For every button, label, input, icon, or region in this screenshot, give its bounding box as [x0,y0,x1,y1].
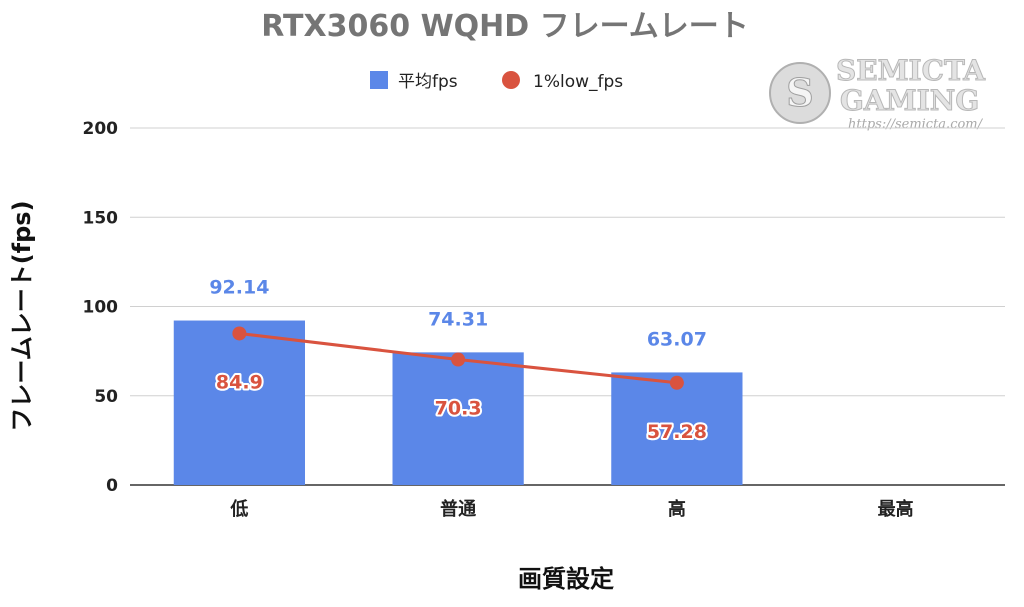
line-data-label: 57.28 [647,421,707,443]
watermark-line2: GAMING [840,84,979,117]
x-tick-label: 低 [229,498,248,520]
bar [392,352,524,485]
watermark: S SEMICTA GAMING https://semicta.com/ [769,54,987,132]
bar [611,372,743,485]
y-tick-label: 100 [83,298,119,318]
y-tick-label: 50 [94,387,118,407]
y-axis-title: フレームレート(fps) [8,200,36,431]
line-series [232,326,684,390]
legend-marker-low [502,71,520,89]
line-data-labels: 84.9 70.3 57.28 [214,369,709,444]
bar [173,320,305,485]
watermark-url: https://semicta.com/ [848,117,984,132]
x-tick-label: 高 [668,498,686,520]
watermark-line1: SEMICTA [836,54,986,87]
line-point [669,375,684,390]
y-tick-label: 150 [83,208,119,228]
x-tick-labels: 低 普通 高 最高 [229,498,913,520]
line-point [451,352,466,367]
legend: 平均fps 1%low_fps [370,71,623,92]
x-axis-title: 画質設定 [518,565,614,593]
legend-label-low: 1%low_fps [533,72,623,92]
watermark-emblem-letter: S [786,70,813,115]
chart-title: RTX3060 WQHD フレームレート [261,9,748,44]
x-tick-label: 普通 [440,498,476,520]
y-tick-label: 200 [83,119,119,139]
watermark-emblem-icon [769,62,831,124]
line-data-label: 70.3 [435,398,482,420]
legend-swatch-avg [370,71,388,89]
bar-data-labels: 92.14 74.31 63.07 [209,277,707,351]
y-tick-labels: 0 50 100 150 200 [83,119,119,496]
x-tick-label: 最高 [878,498,914,520]
bars [173,320,743,485]
y-tick-label: 0 [106,476,118,496]
bar-data-label: 74.31 [428,308,488,330]
bar-data-label: 63.07 [647,328,707,350]
line-point [232,326,247,341]
legend-label-avg: 平均fps [398,72,458,92]
bar-data-label: 92.14 [209,277,269,299]
line-data-label: 84.9 [216,371,263,393]
